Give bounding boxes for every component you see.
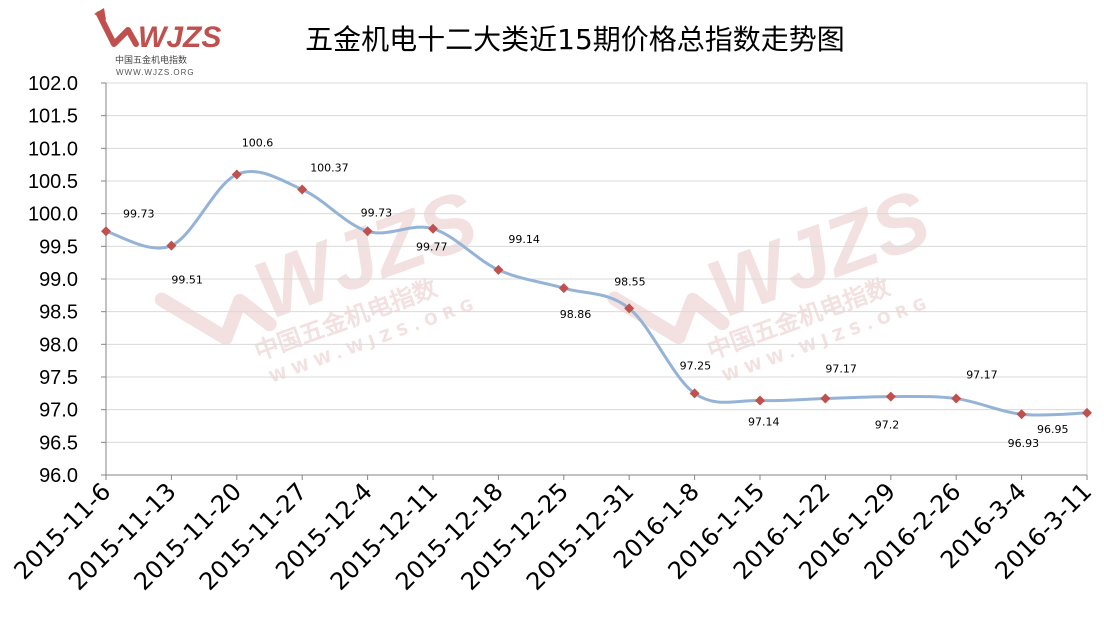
data-label: 100.6 — [242, 136, 273, 149]
data-label: 99.73 — [123, 207, 155, 220]
data-point-marker — [166, 240, 177, 251]
data-point-marker — [558, 283, 569, 294]
y-tick-label: 102.0 — [28, 73, 78, 95]
data-point-marker — [820, 393, 831, 404]
data-label: 96.95 — [1037, 423, 1069, 436]
wjzs-logo: WJZS 中国五金机电指数 WWW.WJZS.ORG — [94, 8, 221, 77]
data-point-marker — [1082, 407, 1092, 418]
data-point-marker — [231, 169, 242, 180]
logo-url: WWW.WJZS.ORG — [116, 68, 195, 77]
y-tick-label: 96.0 — [39, 465, 78, 487]
y-tick-label: 100.5 — [28, 171, 78, 193]
series-line-group — [105, 170, 1088, 417]
data-point-marker — [428, 223, 438, 234]
data-point-marker — [624, 303, 635, 314]
data-point-marker — [362, 226, 373, 237]
data-label: 97.14 — [748, 416, 780, 429]
logo-brand: WJZS — [138, 21, 221, 54]
logo-subtitle: 中国五金机电指数 — [115, 54, 187, 66]
y-tick-label: 99.0 — [39, 269, 78, 291]
data-label: 97.17 — [966, 369, 998, 382]
x-axis-ticks: 2015-11-62015-11-132015-11-202015-11-272… — [9, 475, 1097, 596]
data-point-marker — [885, 391, 896, 402]
y-tick-label: 101.0 — [28, 138, 78, 160]
data-point-marker — [297, 184, 308, 195]
y-tick-label: 97.0 — [39, 400, 78, 422]
data-markers — [101, 169, 1092, 420]
gridlines — [106, 82, 1088, 476]
data-label: 100.37 — [310, 161, 349, 174]
data-point-marker — [755, 395, 765, 406]
y-tick-label: 101.5 — [28, 106, 78, 128]
data-point-marker — [951, 393, 962, 404]
y-tick-label: 98.5 — [39, 302, 78, 324]
data-point-marker — [101, 226, 111, 237]
watermark-right: WJZS 中国五金机电指数 WWW.WJZS.ORG — [607, 173, 941, 386]
data-label: 97.17 — [825, 363, 857, 376]
data-point-marker — [689, 388, 700, 399]
data-label: 96.93 — [1008, 437, 1040, 450]
y-axis-ticks: 96.0 96.5 97.0 97.5 98.0 98.5 99.0 99.5 100.0 100… — [28, 73, 106, 487]
data-point-marker — [493, 264, 504, 275]
y-tick-label: 96.5 — [39, 432, 78, 454]
y-tick-label: 97.5 — [39, 367, 78, 389]
data-labels: 99.73 99.51 100.6 100.37 99.73 99.77 99.14 98.8… — [123, 136, 1069, 450]
data-label: 99.14 — [508, 233, 540, 246]
logo-arrow-icon — [94, 8, 139, 47]
data-label: 97.2 — [875, 419, 900, 432]
data-label: 97.25 — [680, 359, 712, 372]
data-label: 98.86 — [560, 308, 592, 321]
data-label: 99.51 — [171, 274, 203, 287]
data-point-marker — [1016, 409, 1027, 420]
y-tick-label: 100.0 — [28, 204, 78, 226]
data-label: 99.77 — [416, 241, 448, 254]
data-label: 99.73 — [361, 206, 393, 219]
chart-title: 五金机电十二大类近15期价格总指数走势图 — [305, 23, 845, 56]
data-label: 98.55 — [614, 275, 646, 288]
series-line — [105, 170, 1088, 417]
y-tick-label: 98.0 — [39, 334, 78, 356]
y-tick-label: 99.5 — [39, 236, 78, 258]
